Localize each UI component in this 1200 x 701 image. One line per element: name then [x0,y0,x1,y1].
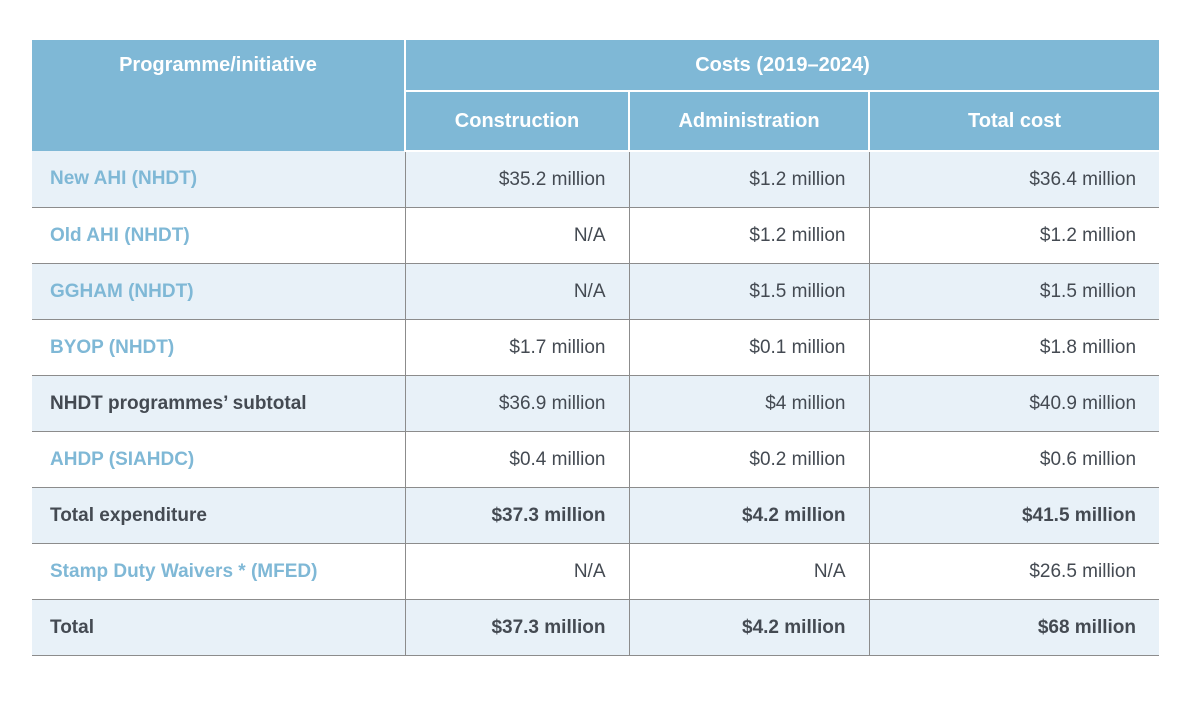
total-cost-cell: $1.2 million [868,207,1160,264]
subtotal-label: NHDT programmes’ subtotal [32,375,405,432]
construction-cell: N/A [404,263,629,320]
administration-cell: $4.2 million [628,599,869,656]
administration-cell: $0.1 million [628,319,869,376]
grand-total-label: Total [32,599,405,656]
programme-column-header: Programme/initiative [32,40,405,91]
table-row: GGHAM (NHDT) N/A $1.5 million $1.5 milli… [32,263,1160,320]
table-row: New AHI (NHDT) $35.2 million $1.2 millio… [32,151,1160,208]
table-body: New AHI (NHDT) $35.2 million $1.2 millio… [32,151,1160,656]
total-cost-cell: $26.5 million [868,543,1160,600]
construction-cell: $1.7 million [404,319,629,376]
programme-name-link[interactable]: AHDP (SIAHDC) [32,431,405,488]
costs-table: Programme/initiative Costs (2019–2024) C… [32,40,1160,656]
programme-name-link[interactable]: New AHI (NHDT) [32,151,405,208]
construction-cell: N/A [404,207,629,264]
programme-name-link[interactable]: BYOP (NHDT) [32,319,405,376]
total-cost-cell: $41.5 million [868,487,1160,544]
construction-cell: $37.3 million [404,487,629,544]
table-header: Programme/initiative Costs (2019–2024) C… [32,40,1160,152]
administration-cell: N/A [628,543,869,600]
total-cost-cell: $40.9 million [868,375,1160,432]
construction-cell: $36.9 million [404,375,629,432]
total-cost-cell: $0.6 million [868,431,1160,488]
total-cost-cell: $68 million [868,599,1160,656]
table-row: Old AHI (NHDT) N/A $1.2 million $1.2 mil… [32,207,1160,264]
administration-cell: $0.2 million [628,431,869,488]
programme-name-link[interactable]: Stamp Duty Waivers * (MFED) [32,543,405,600]
total-expenditure-label: Total expenditure [32,487,405,544]
total-cost-cell: $1.8 million [868,319,1160,376]
total-expenditure-row: Total expenditure $37.3 million $4.2 mil… [32,487,1160,544]
construction-cell: $35.2 million [404,151,629,208]
table-row: Stamp Duty Waivers * (MFED) N/A N/A $26.… [32,543,1160,600]
programme-name-link[interactable]: Old AHI (NHDT) [32,207,405,264]
costs-group-header: Costs (2019–2024) [403,40,1160,92]
administration-cell: $1.2 million [628,207,869,264]
grand-total-row: Total $37.3 million $4.2 million $68 mil… [32,599,1160,656]
total-cost-cell: $1.5 million [868,263,1160,320]
construction-cell: $37.3 million [404,599,629,656]
empty-header-cell [32,91,405,151]
programme-name-link[interactable]: GGHAM (NHDT) [32,263,405,320]
subtotal-row: NHDT programmes’ subtotal $36.9 million … [32,375,1160,432]
construction-column-header: Construction [404,91,629,152]
administration-cell: $1.5 million [628,263,869,320]
table-row: BYOP (NHDT) $1.7 million $0.1 million $1… [32,319,1160,376]
administration-cell: $1.2 million [628,151,869,208]
total-cost-column-header: Total cost [867,91,1160,152]
construction-cell: N/A [404,543,629,600]
table-row: AHDP (SIAHDC) $0.4 million $0.2 million … [32,431,1160,488]
total-cost-cell: $36.4 million [868,151,1160,208]
administration-cell: $4.2 million [628,487,869,544]
administration-cell: $4 million [628,375,869,432]
construction-cell: $0.4 million [404,431,629,488]
administration-column-header: Administration [628,91,869,152]
